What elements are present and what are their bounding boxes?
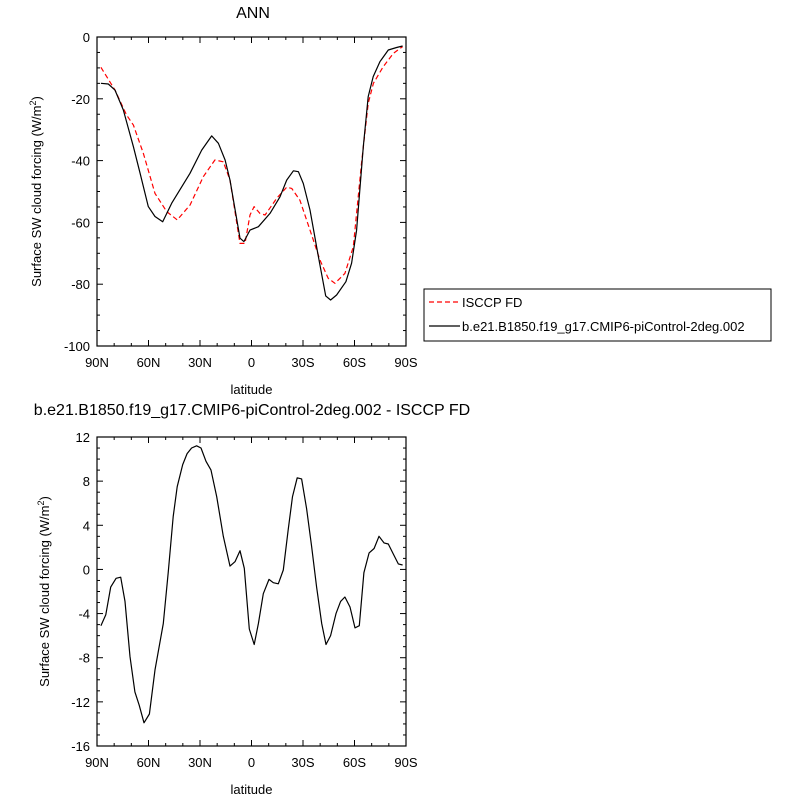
y-tick-label: 8 <box>83 474 90 489</box>
series-line-0 <box>100 46 403 284</box>
y-axis-label-sup: 2 <box>36 501 46 506</box>
legend-label-isccp: ISCCP FD <box>462 295 522 310</box>
y-axis-label: Surface SW cloud forcing (W/m2) <box>36 496 52 687</box>
y-tick-label: 0 <box>83 562 90 577</box>
y-tick-label: -100 <box>64 339 90 354</box>
x-axis-label: latitude <box>231 782 273 797</box>
x-axis-label: latitude <box>231 382 273 397</box>
y-tick-label: -4 <box>78 607 90 622</box>
y-tick-label: 0 <box>83 30 90 45</box>
y-tick-label: -12 <box>71 695 90 710</box>
x-tick-label: 30N <box>188 755 212 770</box>
y-tick-label: 12 <box>76 430 90 445</box>
x-tick-label: 60N <box>137 755 161 770</box>
y-tick-label: -20 <box>71 92 90 107</box>
y-tick-label: -16 <box>71 739 90 754</box>
plot-frame <box>96 436 407 747</box>
x-tick-label: 90S <box>394 755 417 770</box>
legend-label-model: b.e21.B1850.f19_g17.CMIP6-piControl-2deg… <box>462 319 745 334</box>
y-axis-label-sup: 2 <box>28 101 38 106</box>
x-tick-label: 0 <box>248 355 255 370</box>
x-tick-label: 60N <box>137 355 161 370</box>
y-tick-label: -80 <box>71 277 90 292</box>
panel-annual-mean: ANN 90N 60N 30N 0 30S 60S 90S 0 -20 -40 -60 -80 -100 l… <box>28 5 418 397</box>
x-tick-label: 90N <box>85 755 109 770</box>
y-tick-label: -60 <box>71 215 90 230</box>
x-tick-label: 0 <box>248 755 255 770</box>
x-tick-label: 30N <box>188 355 212 370</box>
y-axis-label-close: ) <box>29 96 44 100</box>
y-tick-label: -40 <box>71 154 90 169</box>
y-axis-label-text: Surface SW cloud forcing (W/m <box>29 106 44 287</box>
x-tick-label: 90S <box>394 355 417 370</box>
y-tick-label: 4 <box>83 518 90 533</box>
x-tick-label: 60S <box>343 355 366 370</box>
chart-title: b.e21.B1850.f19_g17.CMIP6-piControl-2deg… <box>34 402 470 419</box>
y-axis-label-text: Surface SW cloud forcing (W/m <box>37 506 52 687</box>
y-axis-label: Surface SW cloud forcing (W/m2) <box>28 96 44 287</box>
x-tick-label: 30S <box>291 355 314 370</box>
y-axis-label-close: ) <box>37 496 52 500</box>
x-tick-label: 30S <box>291 755 314 770</box>
x-tick-label: 60S <box>343 755 366 770</box>
chart-title: ANN <box>236 5 270 22</box>
panel-difference: b.e21.B1850.f19_g17.CMIP6-piControl-2deg… <box>34 402 470 797</box>
legend: ISCCP FD b.e21.B1850.f19_g17.CMIP6-piCon… <box>423 288 772 342</box>
series-line-0 <box>100 445 403 724</box>
x-tick-label: 90N <box>85 355 109 370</box>
y-tick-label: -8 <box>78 651 90 666</box>
series-line-1 <box>100 45 403 301</box>
legend-box <box>423 288 772 342</box>
